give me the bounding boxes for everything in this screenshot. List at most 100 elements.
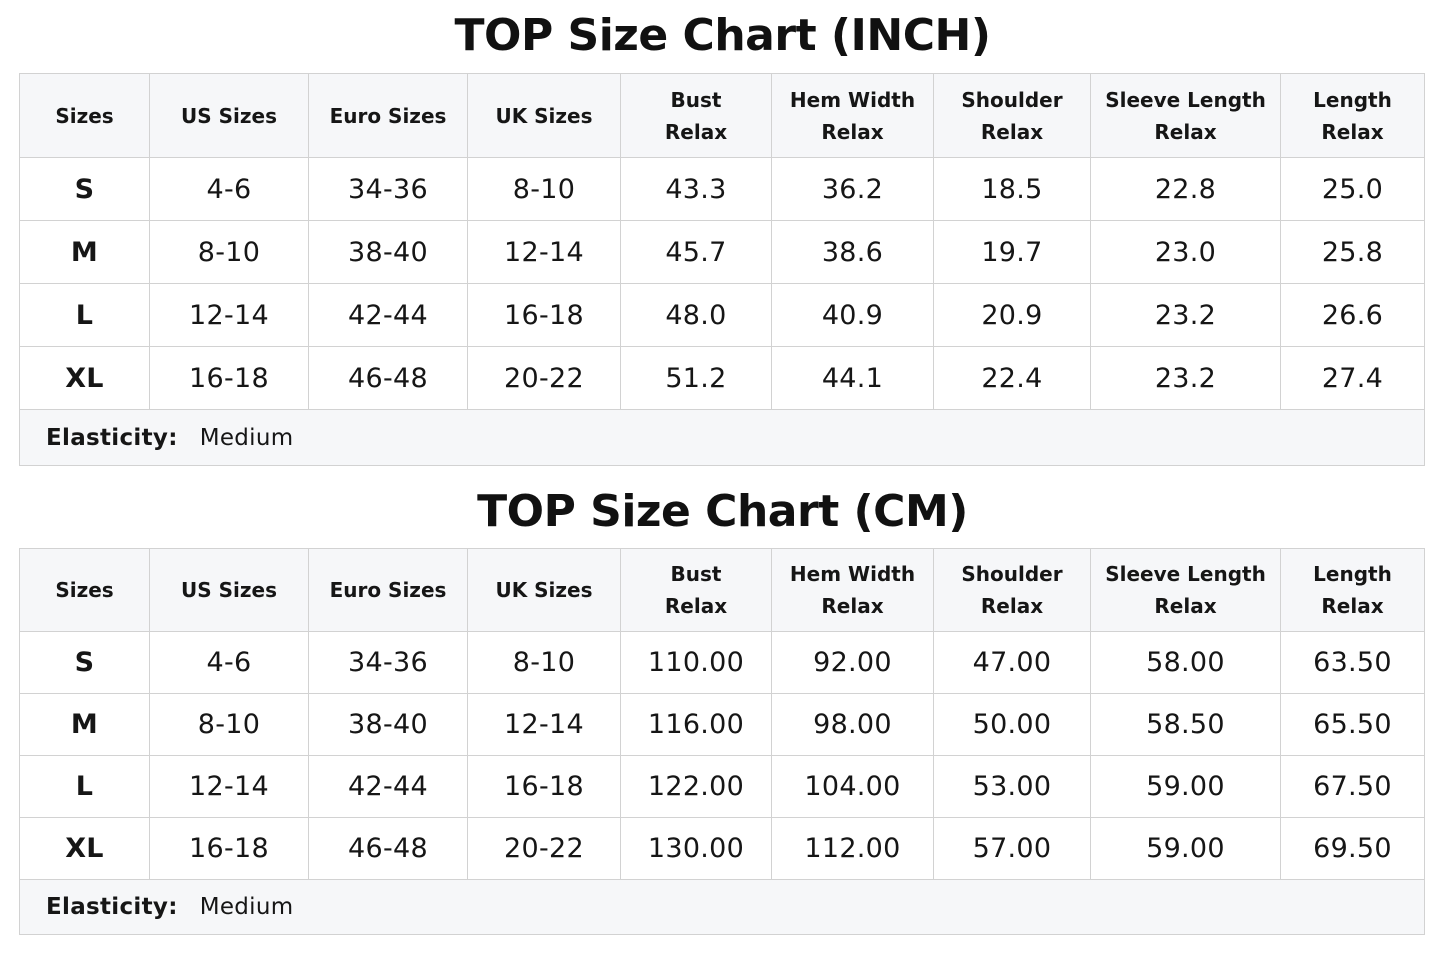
column-header-label: Relax xyxy=(980,119,1044,144)
column-header-label: US Sizes xyxy=(181,578,277,602)
table-cell: 4-6 xyxy=(149,157,309,221)
table-cell: 65.50 xyxy=(1280,693,1425,756)
column-header-label: Shoulder xyxy=(961,562,1063,586)
table-cell: 46-48 xyxy=(308,346,468,410)
table-cell: 47.00 xyxy=(933,631,1091,694)
table-cell: 63.50 xyxy=(1280,631,1425,694)
table-cell: 22.8 xyxy=(1090,157,1281,221)
table-cell: 44.1 xyxy=(771,346,934,410)
column-header-label: Relax xyxy=(664,594,728,618)
table-cell: 20.9 xyxy=(933,283,1091,347)
table-cell: 38-40 xyxy=(308,220,468,284)
table-cell: 16-18 xyxy=(467,283,621,347)
table-body: S 4-6 34-36 8-10 43.3 36.2 18.5 22.8 25.0 M 8-10 38… xyxy=(19,157,1425,466)
column-header: US Sizes xyxy=(149,73,309,158)
table-cell: 18.5 xyxy=(933,157,1091,221)
table-cell: 92.00 xyxy=(771,631,934,694)
table-row: S 4-6 34-36 8-10 43.3 36.2 18.5 22.8 25.0 xyxy=(19,157,1425,221)
table-cell: 16-18 xyxy=(149,346,309,410)
table-cell: 27.4 xyxy=(1280,346,1425,410)
size-label-cell: XL xyxy=(19,346,150,410)
cm-size-table: Sizes US Sizes Euro Sizes UK Sizes Bust Relax… xyxy=(19,548,1425,935)
elasticity-value: Medium xyxy=(199,894,294,920)
table-row: XL 16-18 46-48 20-22 130.00 112.00 57.00 59.00 6… xyxy=(19,817,1425,880)
table-row: M 8-10 38-40 12-14 45.7 38.6 19.7 23.0 25.8 xyxy=(19,220,1425,284)
table-cell: 57.00 xyxy=(933,817,1091,880)
table-cell: 12-14 xyxy=(149,755,309,818)
table-cell: 130.00 xyxy=(620,817,772,880)
column-header: UK Sizes xyxy=(467,548,621,632)
elasticity-cell: Elasticity: Medium xyxy=(19,879,1425,935)
size-label-cell: L xyxy=(19,755,150,818)
table-cell: 8-10 xyxy=(467,631,621,694)
size-label-cell: M xyxy=(19,693,150,756)
column-header-label: Hem Width xyxy=(789,87,916,112)
column-header-label: UK Sizes xyxy=(495,103,593,128)
column-header: Hem Width Relax xyxy=(771,73,934,158)
column-header: US Sizes xyxy=(149,548,309,632)
table-cell: 69.50 xyxy=(1280,817,1425,880)
table-cell: 104.00 xyxy=(771,755,934,818)
column-header-label: Bust xyxy=(670,562,722,586)
header-row: Sizes US Sizes Euro Sizes UK Sizes Bust Relax… xyxy=(19,73,1425,158)
table-cell: 25.0 xyxy=(1280,157,1425,221)
column-header-label: Euro Sizes xyxy=(329,578,447,602)
column-header: Hem Width Relax xyxy=(771,548,934,632)
column-header-label: US Sizes xyxy=(181,103,277,128)
table-cell: 67.50 xyxy=(1280,755,1425,818)
column-header-label: Length xyxy=(1313,562,1392,586)
table-cell: 12-14 xyxy=(149,283,309,347)
size-label-cell: S xyxy=(19,631,150,694)
table-cell: 26.6 xyxy=(1280,283,1425,347)
column-header: Length Relax xyxy=(1280,73,1425,158)
size-label-cell: XL xyxy=(19,817,150,880)
table-cell: 8-10 xyxy=(149,220,309,284)
header-row: Sizes US Sizes Euro Sizes UK Sizes Bust Relax… xyxy=(19,548,1425,632)
table-cell: 23.2 xyxy=(1090,283,1281,347)
table-cell: 22.4 xyxy=(933,346,1091,410)
table-cell: 58.50 xyxy=(1090,693,1281,756)
column-header-label: Relax xyxy=(1154,594,1217,618)
table-cell: 116.00 xyxy=(620,693,772,756)
elasticity-row: Elasticity: Medium xyxy=(19,879,1425,935)
table-cell: 12-14 xyxy=(467,693,621,756)
table-cell: 34-36 xyxy=(308,157,468,221)
table-cell: 42-44 xyxy=(308,755,468,818)
table-cell: 51.2 xyxy=(620,346,772,410)
table-cell: 38-40 xyxy=(308,693,468,756)
cm-chart-title: TOP Size Chart (CM) xyxy=(477,486,968,537)
column-header: Sizes xyxy=(19,73,150,158)
table-row: M 8-10 38-40 12-14 116.00 98.00 50.00 58.50 65.5… xyxy=(19,693,1425,756)
table-cell: 23.2 xyxy=(1090,346,1281,410)
table-cell: 43.3 xyxy=(620,157,772,221)
size-label-cell: S xyxy=(19,157,150,221)
inch-chart-title: TOP Size Chart (INCH) xyxy=(454,10,991,61)
table-cell: 19.7 xyxy=(933,220,1091,284)
column-header-label: UK Sizes xyxy=(495,578,593,602)
column-header-label: Shoulder xyxy=(961,87,1063,112)
size-label-cell: M xyxy=(19,220,150,284)
table-cell: 25.8 xyxy=(1280,220,1425,284)
column-header-label: Euro Sizes xyxy=(329,103,447,128)
table-cell: 50.00 xyxy=(933,693,1091,756)
table-row: L 12-14 42-44 16-18 48.0 40.9 20.9 23.2 26.6 xyxy=(19,283,1425,347)
column-header: Bust Relax xyxy=(620,548,772,632)
column-header-label: Sleeve Length xyxy=(1105,562,1266,586)
column-header-label: Relax xyxy=(821,594,884,618)
table-cell: 23.0 xyxy=(1090,220,1281,284)
column-header: Sleeve Length Relax xyxy=(1090,548,1281,632)
column-header: Bust Relax xyxy=(620,73,772,158)
table-cell: 122.00 xyxy=(620,755,772,818)
column-header: Length Relax xyxy=(1280,548,1425,632)
table-cell: 98.00 xyxy=(771,693,934,756)
column-header-label: Relax xyxy=(1321,594,1384,618)
column-header-label: Relax xyxy=(664,119,728,144)
table-cell: 36.2 xyxy=(771,157,934,221)
elasticity-cell: Elasticity: Medium xyxy=(19,409,1425,466)
table-row: XL 16-18 46-48 20-22 51.2 44.1 22.4 23.2 27.4 xyxy=(19,346,1425,410)
size-label-cell: L xyxy=(19,283,150,347)
table-cell: 53.00 xyxy=(933,755,1091,818)
table-cell: 112.00 xyxy=(771,817,934,880)
column-header-label: Sleeve Length xyxy=(1105,87,1266,112)
column-header-label: Sizes xyxy=(55,578,114,602)
